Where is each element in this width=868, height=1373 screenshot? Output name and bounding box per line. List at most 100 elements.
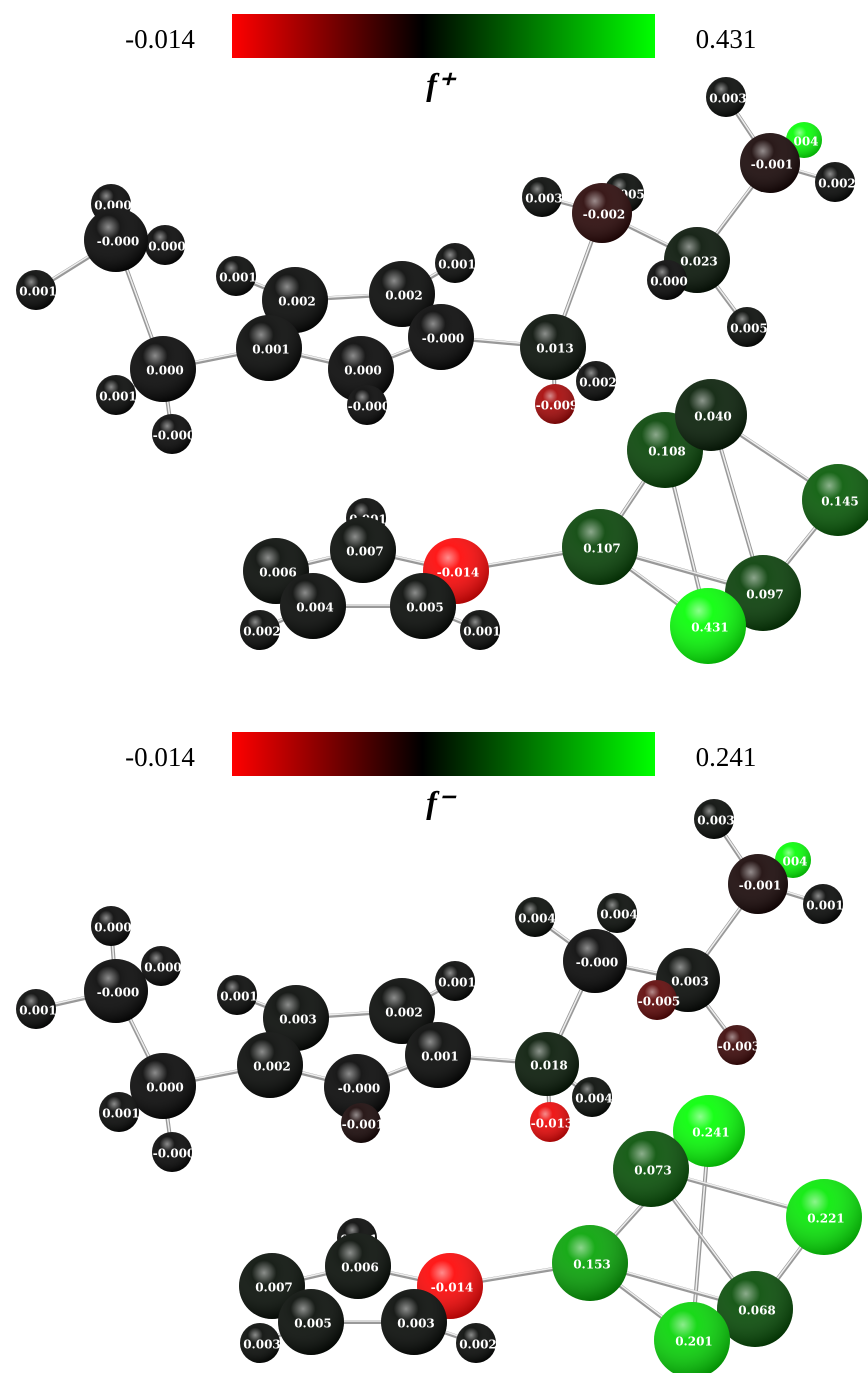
atom-label: 0.003 [709, 92, 747, 106]
atom-label: 0.002 [818, 177, 856, 191]
atom: 0.018 [515, 1032, 579, 1096]
atom: -0.000 [408, 304, 474, 370]
atom: 0.003 [522, 177, 563, 217]
atom-label: 0.001 [463, 625, 501, 639]
atom-label: 0.002 [385, 1006, 423, 1020]
atom-label: 0.002 [459, 1338, 497, 1352]
atom: -0.003 [717, 1025, 760, 1065]
atom: 0.040 [675, 379, 747, 451]
atom: 0.001 [96, 375, 137, 415]
atom: -0.013 [530, 1102, 573, 1142]
atom: 0.004 [515, 897, 556, 937]
atom: 0.003 [381, 1289, 447, 1355]
atom-label: 0.002 [579, 376, 617, 390]
atom: -0.000 [84, 959, 148, 1023]
atom: 0.002 [240, 610, 281, 650]
atom-label: 0.007 [346, 545, 384, 559]
atom-label: 0.002 [278, 295, 316, 309]
atom-label: 0.000 [146, 364, 184, 378]
atom-label: 0.004 [575, 1092, 613, 1106]
atom-label: 0.018 [530, 1059, 568, 1073]
atom: 0.001 [16, 989, 57, 1029]
atom-label: -0.000 [97, 986, 140, 1000]
atom-label: 0.003 [243, 1338, 281, 1352]
atom: 0.001 [460, 610, 501, 650]
atom-label: 0.001 [421, 1050, 459, 1064]
atom: 0.221 [786, 1179, 862, 1255]
atom-label: 0.001 [19, 285, 57, 299]
atom: -0.001 [740, 133, 800, 193]
atom: -0.001 [728, 854, 788, 914]
atom-label: 0.007 [255, 1281, 293, 1295]
atom: 0.001 [217, 975, 258, 1015]
atom-label: 0.001 [806, 899, 844, 913]
atom-label: 0.003 [279, 1013, 317, 1027]
atom-label: -0.001 [751, 158, 794, 172]
atom-label: 004 [793, 135, 818, 149]
atom-label: 0.241 [692, 1126, 730, 1140]
atom: 0.000 [141, 946, 182, 986]
atom-label: 0.201 [675, 1335, 713, 1349]
atom: 0.002 [576, 361, 617, 401]
function-label: f⁺ [426, 66, 457, 102]
atom-label: -0.000 [338, 1082, 381, 1096]
atom: 0.006 [325, 1233, 391, 1299]
atom-label: 0.153 [573, 1258, 611, 1272]
page: -0.0140.431f⁺0.003004-0.0010.0020.0030.0… [0, 0, 868, 1373]
atom: 0.001 [16, 270, 57, 310]
atom-label: 0.000 [146, 1081, 184, 1095]
atom-label: 0.002 [385, 289, 423, 303]
atom: 0.005 [390, 573, 456, 639]
colorbar-max: 0.431 [696, 24, 757, 54]
atom-label: 0.073 [634, 1164, 672, 1178]
atom: 0.001 [435, 243, 476, 283]
atom: 0.145 [802, 464, 868, 536]
atom-label: 0.001 [220, 990, 258, 1004]
atom: 0.013 [520, 314, 586, 380]
atom-label: 0.097 [746, 588, 784, 602]
atom-label: 0.431 [691, 621, 729, 635]
atom-label: 0.000 [650, 275, 688, 289]
atom: 0.001 [236, 315, 302, 381]
atom-label: 0.013 [536, 342, 574, 356]
atom-label: 0.005 [294, 1317, 332, 1331]
atom-label: 0.001 [438, 976, 476, 990]
atom-label: 0.001 [219, 271, 257, 285]
atom: 0.002 [456, 1323, 497, 1363]
atom-label: 0.221 [807, 1212, 845, 1226]
atom-label: 0.006 [259, 566, 297, 580]
atom-label: 0.003 [697, 814, 735, 828]
atom: 0.003 [240, 1323, 281, 1363]
atom: 0.007 [330, 517, 396, 583]
atom-label: 0.004 [600, 908, 638, 922]
atom-label: 0.040 [694, 410, 732, 424]
atom-label: -0.001 [342, 1118, 385, 1132]
atom: 0.003 [694, 799, 735, 839]
atom-label: -0.014 [437, 566, 480, 580]
atom-label: 0.006 [341, 1261, 379, 1275]
atom: 0.107 [562, 509, 638, 585]
atom-label: -0.013 [531, 1117, 574, 1131]
atom-label: -0.000 [97, 235, 140, 249]
atom-label: 0.068 [738, 1304, 776, 1318]
colorbar [232, 732, 655, 776]
atom-label: 0.004 [296, 601, 334, 615]
atom-label: 0.000 [144, 961, 182, 975]
atom: 0.004 [597, 893, 638, 933]
atom-label: 0.107 [583, 542, 621, 556]
atom: 0.002 [815, 162, 856, 202]
atom: -0.000 [563, 929, 627, 993]
atom-label: 0.023 [680, 255, 718, 269]
atom-label: -0.000 [422, 332, 465, 346]
atom-label: -0.014 [431, 1281, 474, 1295]
atom-label: -0.000 [153, 1147, 196, 1161]
atom: 0.001 [405, 1022, 471, 1088]
atom-label: -0.001 [739, 879, 782, 893]
atom: 0.000 [145, 225, 186, 265]
atom-label: 0.001 [19, 1004, 57, 1018]
atom: 0.073 [613, 1131, 689, 1207]
atom-label: 0.005 [406, 601, 444, 615]
atom: 0.004 [280, 573, 346, 639]
function-label: f⁻ [426, 784, 457, 820]
atom: 0.000 [91, 906, 132, 946]
